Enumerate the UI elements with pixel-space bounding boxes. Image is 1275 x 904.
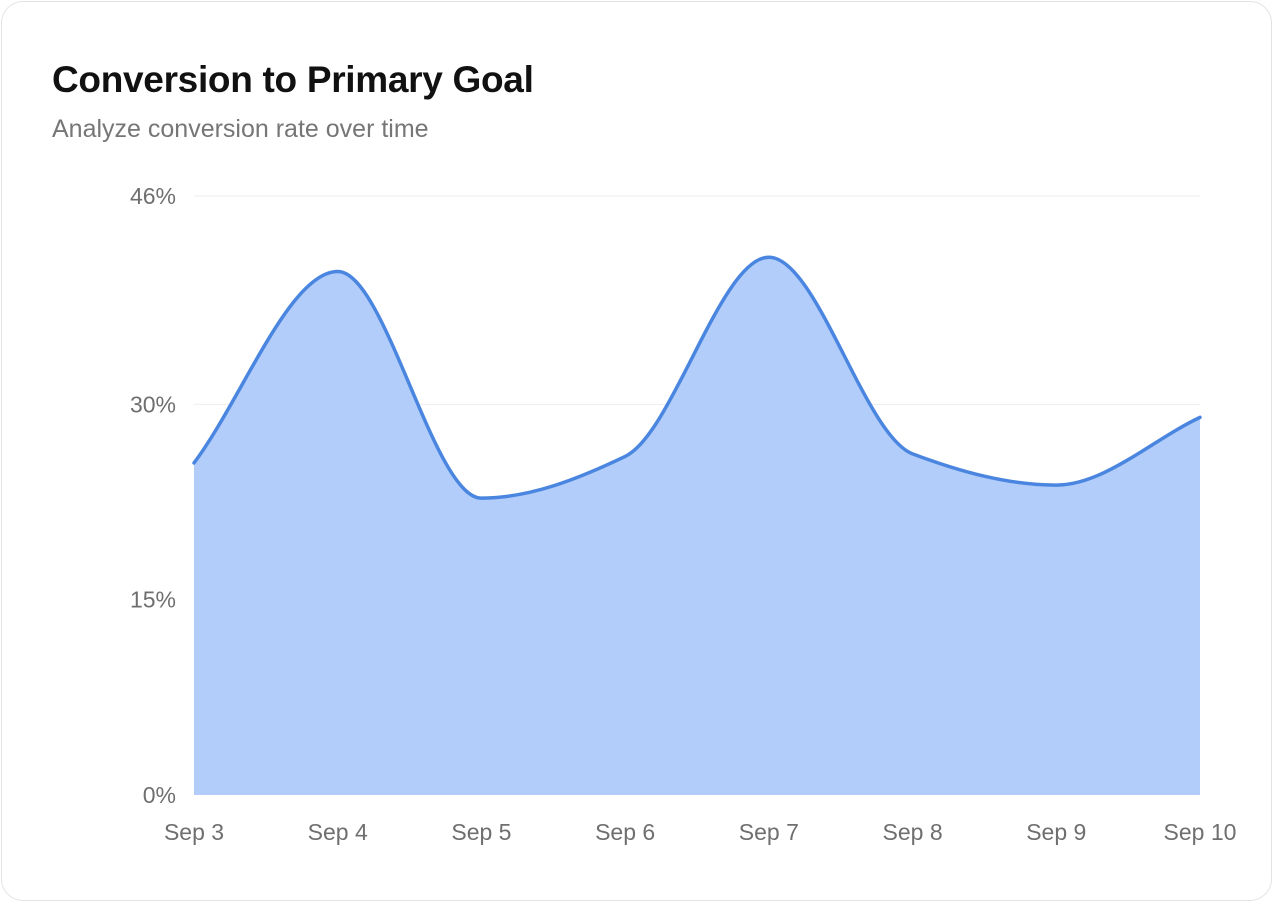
data-point[interactable] (473, 490, 489, 506)
chart-title: Conversion to Primary Goal (52, 59, 534, 100)
x-tick-label: Sep 3 (164, 819, 224, 845)
y-tick-label: 46% (130, 183, 176, 209)
y-tick-label: 0% (143, 782, 176, 808)
x-tick-label: Sep 4 (308, 819, 368, 845)
data-point[interactable] (761, 249, 777, 265)
data-point[interactable] (617, 448, 633, 464)
chart-subtitle: Analyze conversion rate over time (52, 115, 429, 143)
x-tick-label: Sep 5 (451, 819, 511, 845)
series-line[interactable] (192, 255, 1202, 500)
series-area-fill (194, 257, 1200, 796)
x-axis-ticks: Sep 3 Sep 4 Sep 5 Sep 6 Sep 7 Sep 8 Sep 9 Sep 1… (164, 819, 1237, 845)
x-tick-label: Sep 9 (1026, 819, 1086, 845)
data-point[interactable] (1048, 477, 1064, 493)
data-point[interactable] (1192, 409, 1208, 425)
x-tick-label: Sep 8 (883, 819, 943, 845)
x-tick-label: Sep 7 (739, 819, 799, 845)
y-tick-label: 30% (130, 391, 176, 417)
y-axis-ticks: 0% 15% 30% 46% (130, 183, 176, 808)
y-tick-label: 15% (130, 587, 176, 613)
data-point[interactable] (330, 264, 346, 280)
x-tick-label: Sep 10 (1164, 819, 1237, 845)
data-point[interactable] (905, 446, 921, 462)
data-point[interactable] (186, 455, 202, 471)
x-tick-label: Sep 6 (595, 819, 655, 845)
